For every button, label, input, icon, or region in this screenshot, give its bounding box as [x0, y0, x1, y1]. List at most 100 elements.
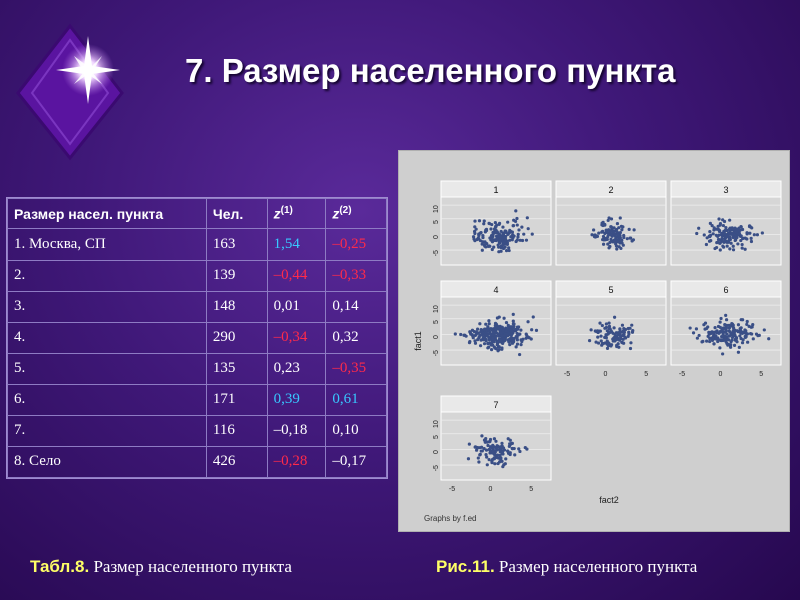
data-point	[507, 337, 511, 342]
data-point	[490, 343, 494, 347]
data-point	[494, 439, 498, 443]
panel-label: 3	[723, 185, 728, 195]
data-point	[492, 329, 497, 334]
data-point	[729, 241, 733, 245]
data-point	[488, 439, 492, 444]
data-point	[731, 248, 736, 252]
data-point	[617, 338, 622, 342]
x-tick-label: 5	[529, 486, 533, 493]
data-point	[739, 234, 743, 238]
data-point	[728, 218, 732, 222]
data-point	[616, 331, 620, 335]
data-point	[725, 234, 730, 238]
data-point	[600, 323, 604, 328]
data-point	[507, 248, 511, 253]
data-point	[612, 315, 617, 319]
data-point	[511, 446, 515, 451]
data-point	[479, 338, 483, 342]
data-point	[491, 232, 495, 237]
row-z2: 0,14	[325, 290, 387, 323]
data-point	[484, 339, 488, 343]
data-point	[483, 240, 487, 244]
data-point	[722, 232, 727, 236]
data-point	[506, 323, 510, 327]
data-point	[715, 330, 719, 335]
data-point	[740, 246, 744, 250]
data-point	[731, 323, 735, 327]
data-point	[495, 236, 499, 240]
data-point	[476, 456, 480, 460]
data-point	[467, 341, 472, 345]
y-tick-label: -5	[433, 465, 440, 471]
row-count: 116	[205, 414, 268, 447]
data-point	[738, 334, 742, 338]
data-point	[723, 228, 727, 233]
data-point	[615, 222, 620, 226]
x-tick-label: 5	[759, 371, 763, 378]
data-point	[518, 352, 522, 357]
row-z1: –0,44	[266, 259, 327, 292]
data-point	[605, 346, 610, 350]
data-point	[721, 352, 725, 356]
data-point	[734, 338, 738, 343]
data-point	[629, 341, 633, 345]
data-point	[714, 334, 718, 338]
data-point	[743, 247, 747, 251]
data-point	[601, 237, 605, 242]
data-point	[534, 328, 539, 332]
data-point	[494, 229, 498, 233]
data-point	[604, 325, 609, 330]
panel-label: 5	[608, 285, 613, 295]
data-point	[623, 335, 627, 340]
data-point	[716, 339, 720, 344]
row-z2: 0,32	[325, 321, 387, 354]
data-point	[480, 248, 484, 252]
data-point	[498, 327, 503, 331]
data-point	[756, 334, 760, 338]
data-point	[498, 338, 502, 342]
data-point	[496, 332, 501, 336]
data-point	[716, 336, 720, 340]
data-point	[630, 330, 635, 334]
data-point	[473, 239, 477, 243]
star-diamond-logo	[16, 23, 124, 161]
data-point	[695, 336, 699, 340]
data-point	[504, 457, 508, 461]
data-point	[705, 236, 709, 240]
x-tick-label: -5	[449, 486, 455, 493]
data-point	[622, 235, 626, 240]
table-row: 7. 116 –0,18 0,10	[7, 414, 387, 447]
data-point	[604, 322, 608, 326]
data-point	[497, 347, 501, 352]
data-point	[628, 326, 632, 330]
data-point	[474, 448, 479, 452]
data-point	[497, 221, 502, 225]
data-point	[500, 450, 505, 454]
data-point	[524, 238, 529, 242]
x-tick-label: -5	[679, 371, 685, 378]
data-point	[502, 337, 506, 341]
data-point	[506, 220, 510, 224]
data-point	[478, 322, 482, 326]
data-point	[619, 335, 623, 339]
data-point	[726, 338, 731, 342]
data-point	[711, 232, 715, 236]
data-point	[614, 242, 618, 246]
data-point	[741, 318, 745, 322]
data-point	[720, 329, 724, 333]
data-point	[749, 236, 753, 241]
data-point	[530, 232, 534, 236]
x-tick-label: 5	[644, 371, 648, 378]
data-point	[514, 209, 518, 213]
data-point	[485, 455, 489, 459]
data-point	[620, 323, 625, 327]
data-point	[515, 216, 519, 221]
data-point	[496, 444, 500, 449]
data-point	[718, 325, 722, 329]
data-point	[707, 234, 711, 238]
data-point	[531, 315, 535, 319]
data-point	[489, 348, 494, 352]
data-point	[491, 336, 495, 341]
data-point	[502, 316, 506, 320]
row-label: 2.	[7, 259, 207, 292]
